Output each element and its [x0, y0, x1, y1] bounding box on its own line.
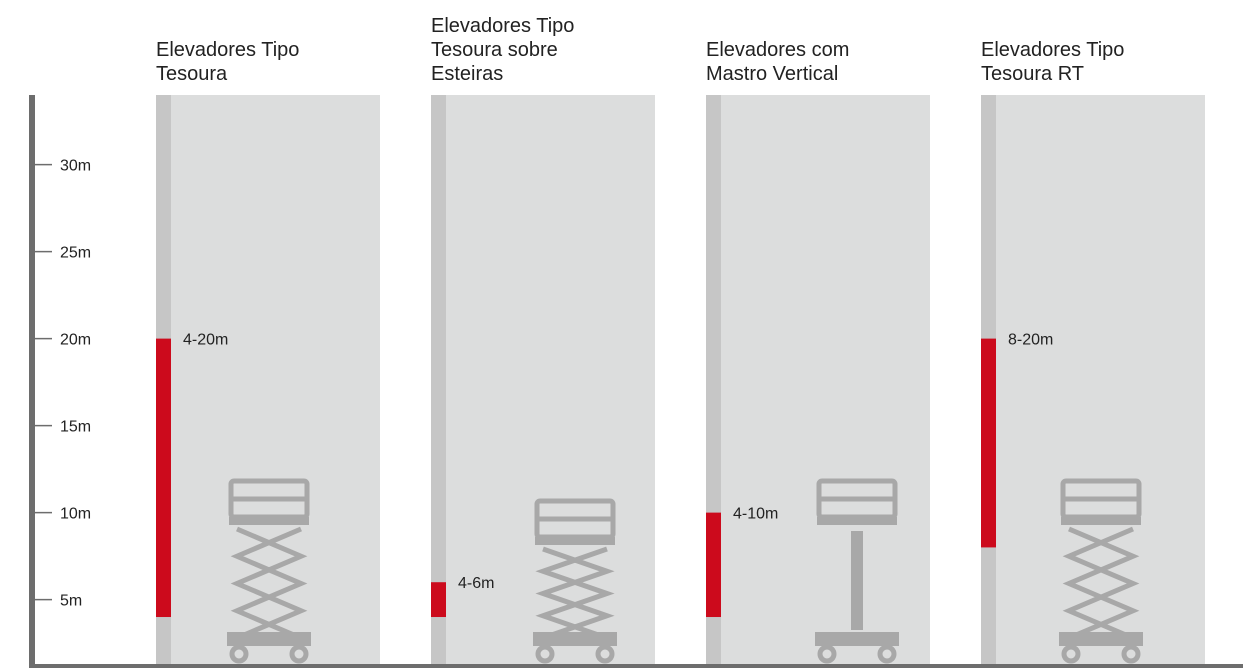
icon-scissor [230, 526, 308, 641]
column-title: Tesoura [156, 63, 228, 85]
value-label: 4-6m [458, 575, 494, 592]
column-title: Elevadores Tipo [431, 15, 574, 37]
icon-base [1059, 632, 1143, 646]
lift-icon [533, 498, 617, 664]
range-bar [706, 512, 721, 618]
range-bar [981, 338, 996, 548]
value-label: 8-20m [1008, 332, 1053, 349]
icon-mast [851, 531, 863, 630]
icon-scissor [1062, 526, 1140, 641]
icon-scissor [535, 546, 615, 641]
column-title: Elevadores Tipo [156, 39, 299, 61]
range-bar [156, 338, 171, 618]
y-tick-label: 30m [60, 158, 91, 175]
y-tick-label: 15m [60, 419, 91, 436]
icon-wheel [289, 644, 309, 664]
icon-deck [229, 517, 309, 525]
column-panel [156, 95, 380, 664]
y-tick-label: 20m [60, 332, 91, 349]
icon-wheel [535, 644, 555, 664]
icon-wheel [877, 644, 897, 664]
icon-base [533, 632, 617, 646]
range-bar [431, 582, 446, 618]
column-title: Esteiras [431, 63, 503, 85]
column-title: Tesoura RT [981, 63, 1084, 85]
column-title: Mastro Vertical [706, 63, 838, 85]
lift-icon [227, 478, 311, 664]
y-tick-label: 5m [60, 593, 82, 610]
column-panel [981, 95, 1205, 664]
icon-deck [817, 517, 897, 525]
column-panel [706, 95, 930, 664]
icon-base [815, 632, 899, 646]
icon-base [227, 632, 311, 646]
icon-deck [1061, 517, 1141, 525]
y-tick-label: 10m [60, 506, 91, 523]
icon-scissor [535, 546, 615, 641]
icon-wheel [1121, 644, 1141, 664]
lift-icon [1059, 478, 1143, 664]
column-track [431, 95, 446, 664]
icon-wheel [817, 644, 837, 664]
y-tick-label: 25m [60, 245, 91, 262]
icon-scissor [230, 526, 308, 641]
value-label: 4-10m [733, 506, 778, 523]
value-label: 4-20m [183, 332, 228, 349]
column-title: Elevadores Tipo [981, 39, 1124, 61]
column-title: Tesoura sobre [431, 39, 558, 61]
icon-wheel [1061, 644, 1081, 664]
icon-wheel [595, 644, 615, 664]
icon-scissor [1062, 526, 1140, 641]
lift-icon [815, 478, 899, 664]
icon-wheel [229, 644, 249, 664]
icon-deck [535, 537, 615, 545]
column-title: Elevadores com [706, 39, 849, 61]
